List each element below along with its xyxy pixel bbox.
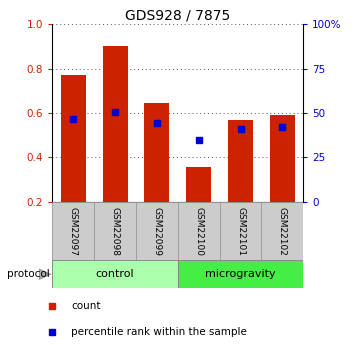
Bar (186, 167, 211, 202)
Bar (94, 202, 136, 260)
Bar (219, 202, 261, 260)
Text: percentile rank within the sample: percentile rank within the sample (71, 327, 247, 337)
Bar (52, 202, 94, 260)
Text: GSM22101: GSM22101 (236, 207, 245, 256)
Title: GDS928 / 7875: GDS928 / 7875 (125, 9, 230, 23)
Text: control: control (96, 269, 134, 279)
Polygon shape (39, 269, 51, 279)
Bar (103, 46, 128, 202)
Bar (52, 260, 178, 288)
Bar (61, 75, 86, 202)
Text: GSM22097: GSM22097 (69, 207, 78, 256)
Text: microgravity: microgravity (205, 269, 276, 279)
Text: GSM22102: GSM22102 (278, 207, 287, 255)
Bar (178, 202, 219, 260)
Bar (136, 202, 178, 260)
Bar (144, 103, 169, 202)
Bar (261, 202, 303, 260)
Text: count: count (71, 302, 101, 312)
Text: GSM22100: GSM22100 (194, 207, 203, 256)
Bar (270, 115, 295, 202)
Bar (178, 260, 303, 288)
Text: GSM22098: GSM22098 (110, 207, 119, 256)
Text: GSM22099: GSM22099 (152, 207, 161, 256)
Text: protocol: protocol (7, 269, 50, 279)
Bar (228, 120, 253, 202)
